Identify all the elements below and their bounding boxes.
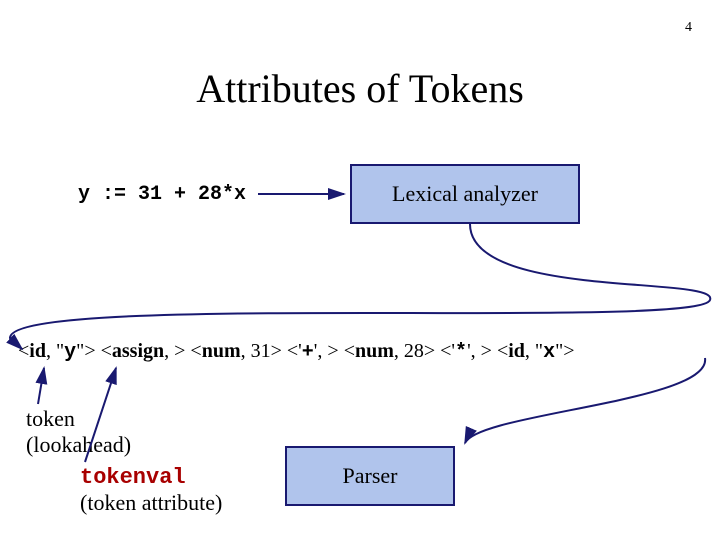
token-label-desc: (lookahead) xyxy=(26,432,131,458)
parser-label: Parser xyxy=(343,463,398,489)
token-lookahead-label: token (lookahead) xyxy=(26,406,131,458)
token-4: <'+', > xyxy=(287,340,344,362)
tokenval-desc: (token attribute) xyxy=(80,490,222,516)
arrow-tokens-to-parser xyxy=(465,358,705,443)
token-3: <num, 31> xyxy=(190,340,286,362)
arrow-token-label xyxy=(38,368,44,404)
token-6: <'*', > xyxy=(440,340,497,362)
tokenval-keyword: tokenval xyxy=(80,465,186,490)
token-2: <assign, > xyxy=(96,340,191,362)
token-stream: <id, "y"> <assign, > <num, 31> <'+', > <… xyxy=(18,340,575,364)
token-label-word: token xyxy=(26,406,131,432)
token-7: <id, "x"> xyxy=(497,340,575,362)
source-code-text: y := 31 + 28*x xyxy=(78,183,246,206)
token-5: <num, 28> xyxy=(344,340,440,362)
page-number: 4 xyxy=(685,20,692,36)
lexer-label: Lexical analyzer xyxy=(392,181,538,207)
parser-box: Parser xyxy=(285,446,455,506)
tokenval-label: tokenval (token attribute) xyxy=(80,463,222,516)
lexical-analyzer-box: Lexical analyzer xyxy=(350,164,580,224)
slide-title: Attributes of Tokens xyxy=(0,65,720,112)
arrow-lexer-to-tokens xyxy=(10,224,710,349)
token-1: <id, "y"> xyxy=(18,340,96,362)
